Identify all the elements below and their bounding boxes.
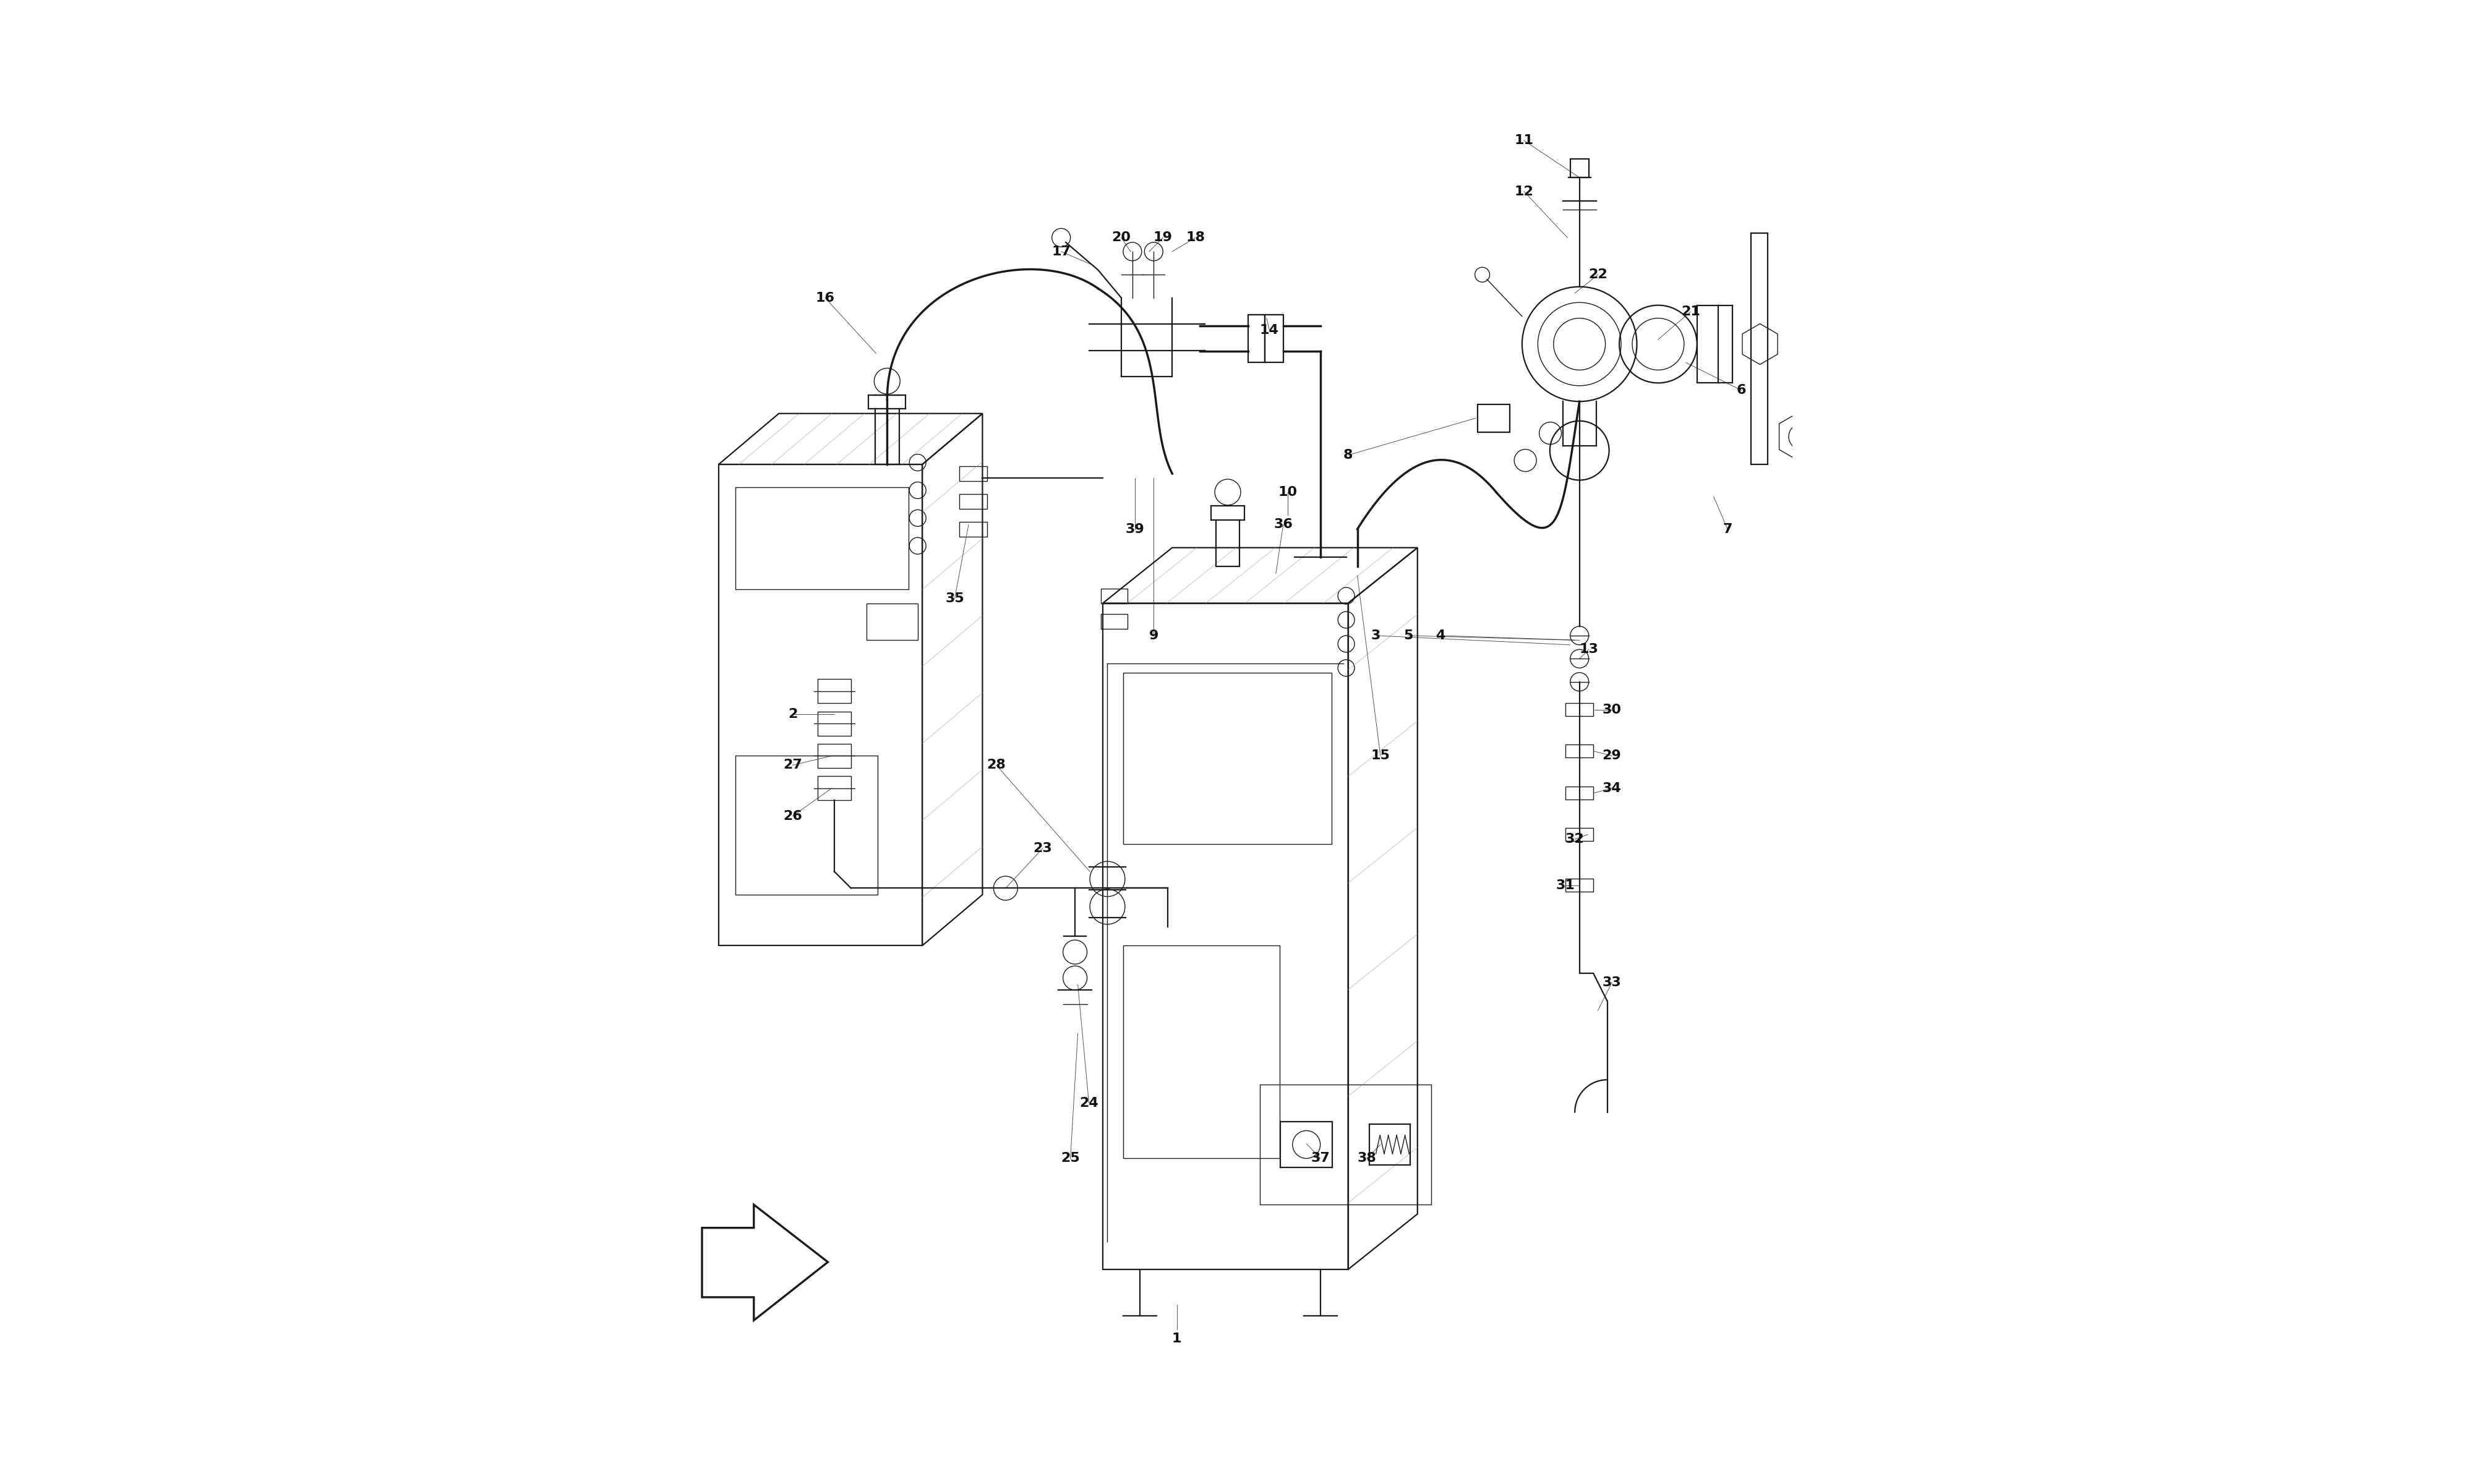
Text: 17: 17	[1051, 245, 1071, 258]
Text: 34: 34	[1603, 782, 1620, 794]
Text: 11: 11	[1514, 135, 1534, 147]
Text: 14: 14	[1259, 324, 1279, 337]
Text: 20: 20	[1111, 232, 1131, 243]
Text: 3: 3	[1371, 629, 1380, 641]
Text: 6: 6	[1737, 384, 1747, 396]
Text: 1: 1	[1173, 1333, 1183, 1345]
Text: 23: 23	[1034, 843, 1051, 855]
Text: 27: 27	[784, 758, 802, 772]
Text: 30: 30	[1603, 703, 1620, 715]
Text: 33: 33	[1603, 976, 1620, 988]
Text: 10: 10	[1279, 485, 1296, 499]
Text: 21: 21	[1680, 306, 1700, 318]
Text: 35: 35	[945, 592, 965, 605]
Text: 8: 8	[1343, 450, 1353, 462]
Text: 37: 37	[1311, 1152, 1331, 1165]
Text: 28: 28	[987, 758, 1007, 772]
Text: 19: 19	[1153, 232, 1173, 243]
Text: 18: 18	[1185, 232, 1205, 243]
Text: 24: 24	[1079, 1097, 1098, 1109]
Text: 25: 25	[1061, 1152, 1079, 1165]
Text: 32: 32	[1566, 833, 1583, 846]
Text: 22: 22	[1588, 269, 1608, 280]
Text: 31: 31	[1556, 879, 1576, 892]
Text: 16: 16	[816, 292, 834, 304]
Text: 26: 26	[784, 810, 802, 822]
Text: 29: 29	[1603, 749, 1620, 763]
Text: 38: 38	[1358, 1152, 1376, 1165]
Text: 39: 39	[1126, 522, 1145, 536]
Text: 2: 2	[787, 708, 797, 720]
Text: 7: 7	[1722, 522, 1732, 536]
Text: 13: 13	[1578, 643, 1598, 656]
Text: 9: 9	[1148, 629, 1158, 641]
Text: 4: 4	[1435, 629, 1445, 641]
Text: 36: 36	[1274, 518, 1294, 531]
Text: 15: 15	[1371, 749, 1390, 763]
Text: 5: 5	[1403, 629, 1413, 641]
Text: 12: 12	[1514, 186, 1534, 197]
